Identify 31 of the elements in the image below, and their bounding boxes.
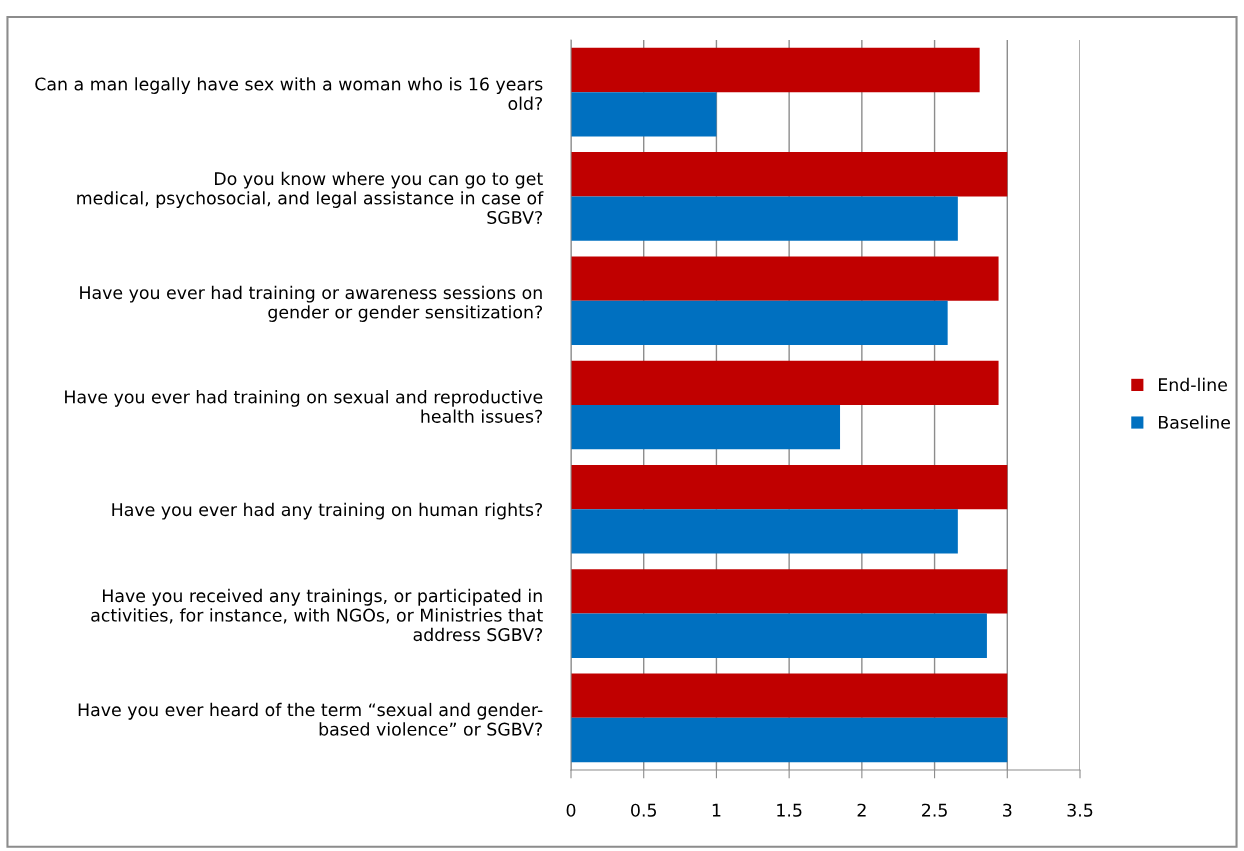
x-tick-label: 3.5 xyxy=(1067,803,1093,817)
bar xyxy=(571,360,999,405)
x-tick-label: 2 xyxy=(857,803,866,817)
y-tick-label: Do you know where you can go to get medical, psychosocial, and legal assistance in case of SGBV? xyxy=(77,171,544,225)
x-tick-label: 1.5 xyxy=(777,803,802,817)
y-tick-label: Have you ever had training on sexual and reproductive health issues? xyxy=(65,390,543,423)
legend-label: Baseline xyxy=(1159,415,1230,429)
x-tick-label: 0.5 xyxy=(631,803,656,817)
x-tick-label: 0 xyxy=(566,803,576,817)
y-tick-label: Have you received any trainings, or participated in activities, for instance, with NGOs, or Ministries that address SGBV? xyxy=(91,588,543,642)
y-tick-label: Have you ever had any training on human rights? xyxy=(112,502,543,520)
bar xyxy=(571,509,958,554)
bar xyxy=(571,152,1008,197)
bar xyxy=(571,405,841,450)
bar xyxy=(571,196,958,241)
legend-label: End-line xyxy=(1159,377,1227,392)
bar xyxy=(571,256,999,301)
y-tick-label: Can a man legally have sex with a woman who is 16 years old? xyxy=(35,77,543,111)
x-tick-label: 2.5 xyxy=(922,803,947,817)
bar xyxy=(571,92,717,137)
bar xyxy=(571,300,948,346)
bar xyxy=(571,717,1008,763)
bar xyxy=(571,569,1008,614)
bar xyxy=(571,464,1008,510)
y-tick-label: Have you ever heard of the term “sexual and gender- based violence” or SGBV? xyxy=(78,702,543,736)
bar xyxy=(571,613,987,658)
bar xyxy=(571,673,1008,718)
y-tick-label: Have you ever had training or awareness sessions on gender or gender sensitization? xyxy=(80,285,543,322)
x-tick-label: 3 xyxy=(1003,803,1012,817)
bar xyxy=(571,47,980,93)
x-tick-label: 1 xyxy=(712,803,721,817)
